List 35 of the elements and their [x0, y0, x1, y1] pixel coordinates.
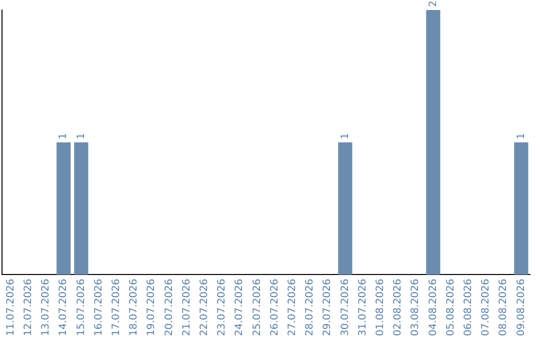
x-tick-label: 01.08.2026	[374, 278, 386, 336]
x-tick-label: 09.08.2026	[516, 278, 527, 336]
x-tick-label: 28.07.2026	[304, 278, 316, 336]
x-tick-label: 30.07.2026	[340, 278, 351, 336]
data-label: 1	[340, 132, 351, 140]
x-tick-label: 12.07.2026	[22, 278, 34, 336]
x-tick-label: 02.08.2026	[392, 278, 404, 336]
x-tick-label: 15.07.2026	[76, 278, 87, 336]
x-tick-label: 14.07.2026	[58, 278, 70, 336]
data-label: 1	[76, 132, 87, 140]
x-tick-label: 25.07.2026	[252, 278, 263, 336]
data-label: 2	[428, 0, 439, 7]
data-label: 1	[58, 132, 70, 140]
x-tick-label: 07.08.2026	[480, 278, 492, 336]
data-label: 1	[516, 132, 527, 140]
x-tick-label: 29.07.2026	[322, 278, 334, 336]
x-tick-label: 31.07.2026	[357, 278, 368, 336]
x-tick-label: 22.07.2026	[198, 278, 210, 336]
x-tick-label: 24.07.2026	[234, 278, 246, 336]
x-tick-label: 11.07.2026	[5, 278, 16, 336]
x-tick-label: 06.08.2026	[462, 278, 474, 336]
x-tick-label: 13.07.2026	[40, 278, 52, 336]
x-tick-label: 18.07.2026	[128, 278, 140, 336]
x-tick-label: 17.07.2026	[110, 278, 122, 336]
x-tick-label: 21.07.2026	[181, 278, 192, 336]
x-tick-label: 04.08.2026	[428, 278, 439, 336]
x-tick-label: 08.08.2026	[498, 278, 510, 336]
x-tick-label: 03.08.2026	[410, 278, 422, 336]
x-tick-label: 20.07.2026	[164, 278, 175, 336]
x-tick-label: 23.07.2026	[216, 278, 228, 336]
x-tick-label: 19.07.2026	[146, 278, 158, 336]
x-tick-label: 27.07.2026	[286, 278, 298, 336]
x-tick-label: 16.07.2026	[93, 278, 104, 336]
x-tick-label: 26.07.2026	[269, 278, 280, 336]
x-tick-label: 05.08.2026	[445, 278, 456, 336]
